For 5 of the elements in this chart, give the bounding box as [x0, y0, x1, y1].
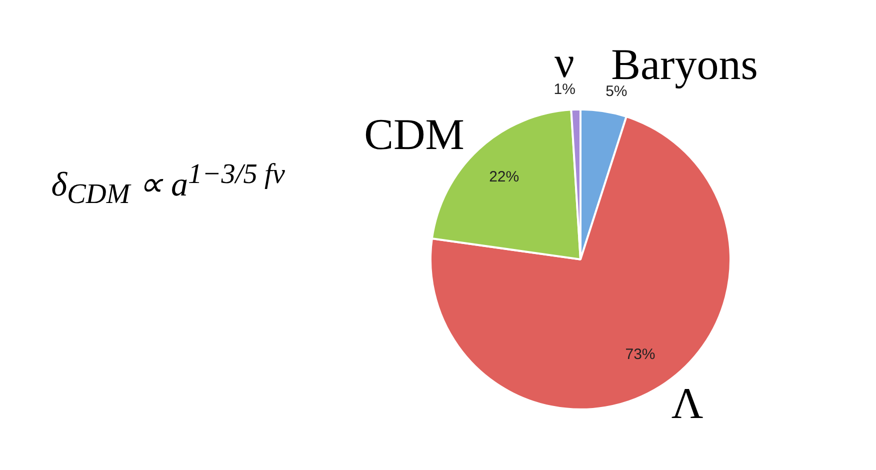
slice-label: Λ	[671, 379, 704, 428]
data-label: 22%	[489, 168, 520, 186]
slice-label: CDM	[364, 110, 464, 159]
data-label: 73%	[625, 346, 656, 363]
text: δ$_{CDM}$ ∝ a$^{1−3/5 fν}$	[51, 158, 285, 212]
